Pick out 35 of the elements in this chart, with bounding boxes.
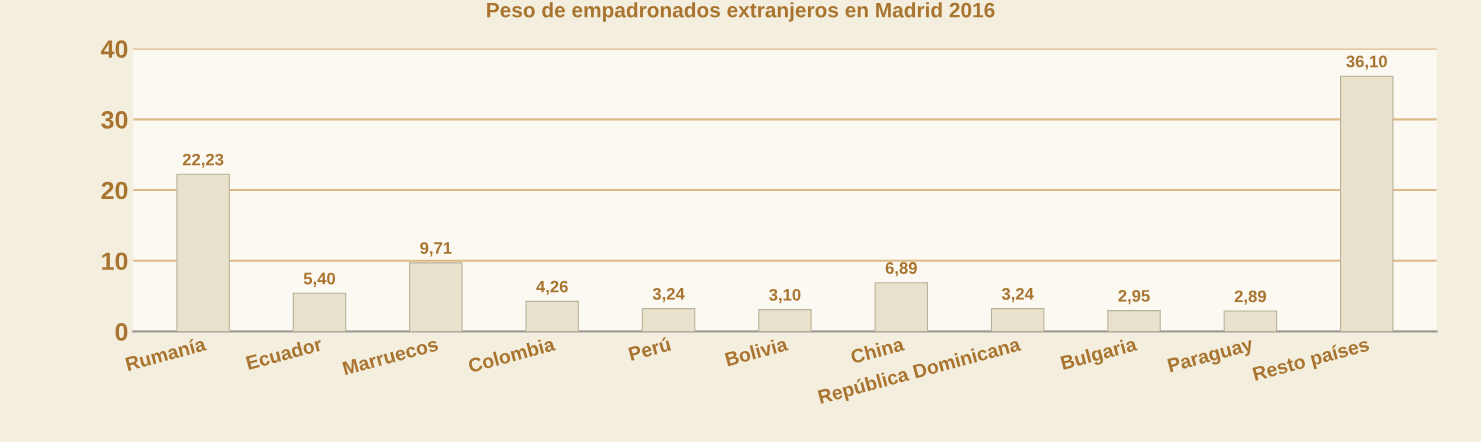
- data-label: 36,10: [1346, 55, 1387, 70]
- data-label: 5,40: [303, 272, 336, 287]
- y-tick-label: 30: [101, 110, 128, 129]
- data-label: 22,23: [182, 153, 224, 168]
- data-label: 3,24: [1001, 287, 1034, 303]
- x-tick-label: Resto países: [1252, 336, 1371, 385]
- bar: [176, 173, 230, 332]
- data-label: 4,26: [536, 280, 568, 295]
- bar: [1223, 310, 1278, 332]
- x-tick-label: Bolivia: [724, 336, 789, 367]
- data-label: 3,24: [652, 287, 685, 303]
- bar: [990, 308, 1045, 332]
- x-tick-label: Colombia: [467, 336, 557, 373]
- bar: [641, 308, 696, 332]
- data-label: 6,89: [885, 262, 917, 277]
- x-tick-label: China: [849, 336, 906, 364]
- y-tick-label: 0: [115, 323, 128, 341]
- chart-title: Peso de empadronados extranjeros en Madrid 2016: [487, 2, 995, 22]
- data-label: 9,71: [420, 242, 452, 257]
- bar: [525, 300, 579, 332]
- y-tick-label: 20: [101, 181, 128, 200]
- x-tick-label: Perú: [628, 336, 672, 362]
- x-tick-label: Ecuador: [245, 336, 323, 370]
- bar: [292, 292, 347, 332]
- bar: [1340, 75, 1394, 332]
- data-label: 2,89: [1234, 290, 1266, 305]
- bar: [1107, 310, 1161, 332]
- y-tick-label: 40: [101, 40, 128, 58]
- data-label: 2,95: [1118, 289, 1150, 305]
- bar: [409, 262, 463, 332]
- data-label: 3,10: [769, 288, 801, 304]
- bar: [874, 282, 929, 332]
- x-tick-label: Bulgaria: [1060, 336, 1139, 374]
- y-tick-label: 10: [102, 252, 128, 271]
- bar: [758, 309, 812, 332]
